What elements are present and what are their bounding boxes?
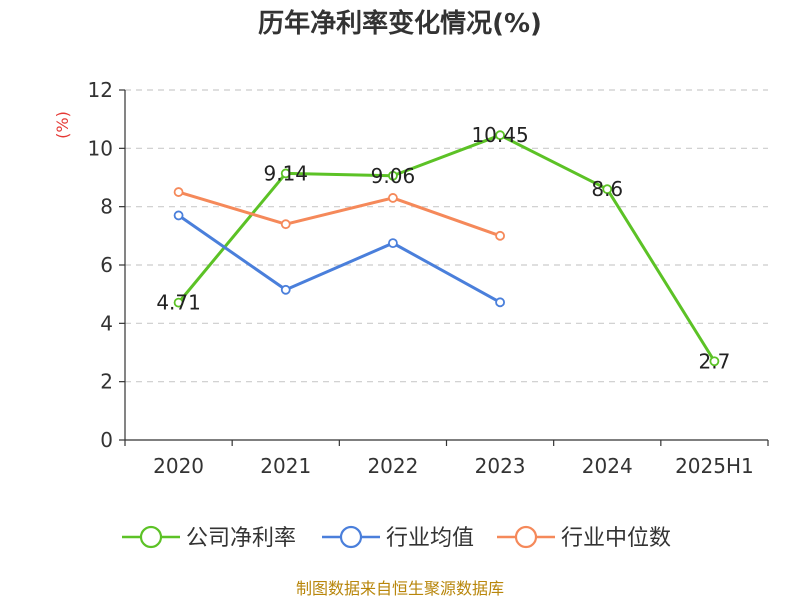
legend-label: 行业均值 (386, 526, 474, 551)
source-note: 制图数据来自恒生聚源数据库 (296, 579, 504, 598)
data-point (495, 297, 505, 308)
series-line (178, 190, 501, 238)
data-point (280, 219, 291, 230)
legend-item[interactable]: 行业均值 (322, 525, 474, 551)
series-line (177, 133, 716, 363)
y-tick-label: 10 (88, 136, 113, 160)
data-label: 9.14 (263, 161, 308, 185)
legend-marker-icon (139, 525, 163, 549)
legend-item[interactable]: 行业中位数 (497, 525, 671, 551)
data-label: 4.71 (156, 291, 201, 315)
data-point (173, 187, 184, 197)
y-axis-unit-label: (%) (53, 111, 72, 139)
y-tick-label: 2 (100, 370, 113, 394)
y-tick-label: 6 (100, 253, 113, 277)
data-label: 2.7 (699, 349, 731, 373)
legend: 公司净利率 行业均值 行业中位数 (122, 525, 671, 551)
data-labels: 4.71 9.14 9.06 10.45 8.6 2.7 (156, 123, 730, 373)
y-tick-label: 4 (100, 311, 113, 335)
legend-marker-icon (339, 525, 363, 549)
y-tick-label: 0 (100, 428, 113, 452)
data-point (173, 297, 184, 308)
data-point (388, 238, 398, 249)
legend-label: 公司净利率 (186, 526, 296, 551)
x-tick-label: 2020 (153, 454, 204, 478)
y-tick-label: 8 (100, 195, 113, 219)
data-label: 9.06 (371, 164, 416, 188)
series-lines (173, 130, 720, 367)
data-point (388, 170, 398, 181)
x-tick-label: 2023 (475, 454, 526, 478)
data-point (280, 284, 291, 295)
series-line (177, 214, 501, 304)
x-tick-label: 2025H1 (675, 454, 754, 478)
data-point (280, 168, 291, 179)
x-tick-label: 2021 (260, 454, 311, 478)
legend-marker-icon (514, 525, 538, 549)
chart-title: 历年净利率变化情况(%) (258, 8, 542, 39)
x-tick-label: 2022 (367, 454, 418, 478)
data-point (602, 184, 613, 195)
grid-lines (125, 89, 768, 383)
data-point (173, 210, 184, 221)
data-point (495, 230, 505, 241)
x-tick-label: 2024 (582, 454, 633, 478)
y-tick-label: 12 (88, 78, 113, 102)
legend-item[interactable]: 公司净利率 (122, 525, 296, 551)
data-point (388, 193, 398, 203)
axes: 0 2 4 6 8 10 12 2020 2021 2022 2023 2024 2025H1 (88, 78, 769, 478)
data-label: 10.45 (471, 123, 528, 147)
data-point (495, 130, 505, 141)
data-label: 8.6 (591, 177, 623, 201)
data-point (709, 356, 720, 367)
legend-label: 行业中位数 (561, 526, 671, 551)
